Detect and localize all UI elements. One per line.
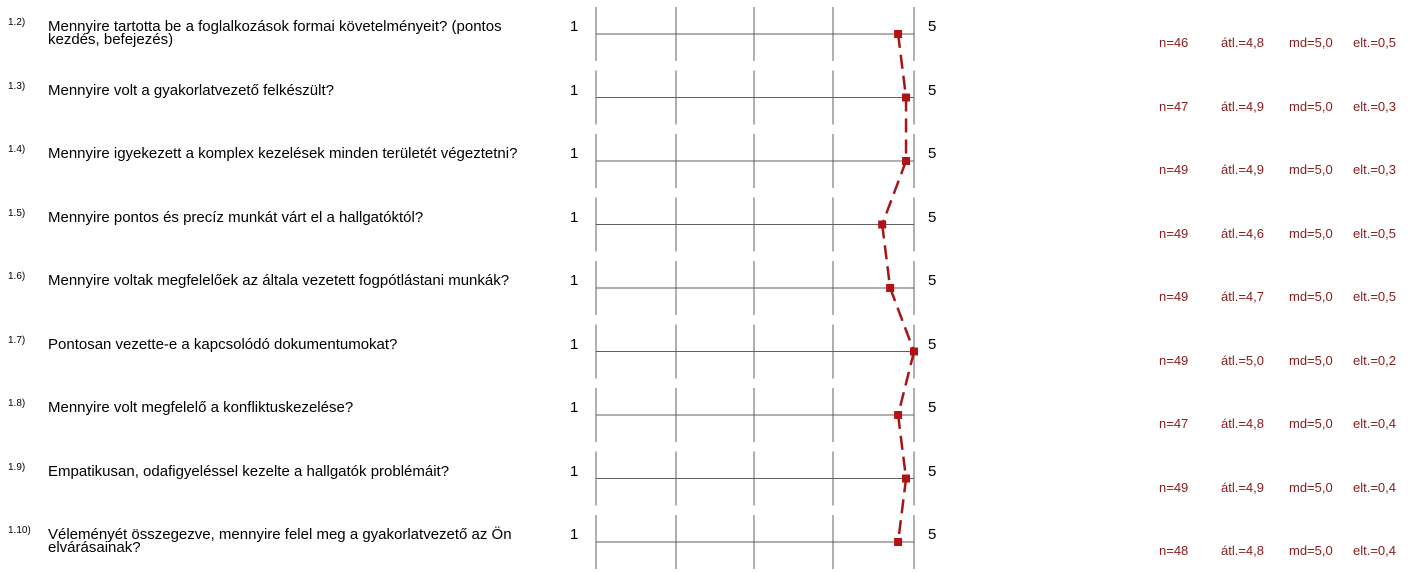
stat-n: n=49	[1159, 225, 1189, 241]
question-text: Empatikusan, odafigyeléssel kezelte a ha…	[48, 462, 450, 480]
stat-n: n=48	[1159, 543, 1189, 558]
question-number: 1.4)	[8, 144, 26, 155]
stat-sd: elt.=0,4	[1353, 543, 1397, 558]
stat-n: n=46	[1159, 35, 1189, 50]
stat-n: n=49	[1159, 289, 1189, 304]
question-number: 1.6)	[8, 271, 26, 282]
stat-sd: elt.=0,5	[1353, 35, 1397, 50]
scale-max-label: 5	[928, 208, 937, 226]
stat-median: md=5,0	[1289, 162, 1333, 177]
stat-mean: átl.=4,9	[1221, 479, 1265, 495]
scale-min-label: 1	[570, 272, 579, 289]
scale-min-label: 1	[570, 399, 579, 416]
scale-min-label: 1	[570, 462, 579, 480]
scale-max-label: 5	[928, 399, 937, 416]
mean-marker	[894, 30, 903, 38]
stat-median: md=5,0	[1289, 225, 1333, 241]
stat-sd: elt.=0,4	[1353, 416, 1397, 431]
question-text: Mennyire voltak megfelelőek az általa ve…	[48, 272, 510, 289]
stat-mean: átl.=4,9	[1221, 162, 1265, 177]
mean-marker	[902, 93, 911, 102]
scale-min-label: 1	[570, 145, 579, 162]
stat-median: md=5,0	[1289, 98, 1333, 114]
mean-marker	[902, 474, 911, 483]
question-number: 1.9)	[8, 461, 26, 473]
stat-sd: elt.=0,5	[1353, 289, 1397, 304]
scale-max-label: 5	[928, 526, 937, 543]
scale-max-label: 5	[928, 81, 937, 99]
stat-n: n=47	[1159, 98, 1189, 114]
mean-marker	[886, 284, 895, 292]
scale-max-label: 5	[928, 272, 937, 289]
question-number: 1.5)	[8, 207, 26, 219]
question-number: 1.10)	[8, 525, 31, 536]
stat-mean: átl.=4,6	[1221, 225, 1265, 241]
scale-min-label: 1	[570, 526, 579, 543]
stat-mean: átl.=4,7	[1221, 289, 1265, 304]
stat-median: md=5,0	[1289, 352, 1333, 368]
profile-line-segment	[896, 414, 908, 479]
profile-line-segment	[880, 224, 892, 289]
stat-n: n=49	[1159, 162, 1189, 177]
stat-median: md=5,0	[1289, 479, 1333, 495]
question-text: Mennyire igyekezett a komplex kezelések …	[48, 145, 518, 162]
question-text: Véleményét összegezve, mennyire felel me…	[48, 526, 512, 556]
stat-median: md=5,0	[1289, 35, 1333, 50]
profile-line-segment	[896, 33, 908, 98]
stat-median: md=5,0	[1289, 289, 1333, 304]
stat-sd: elt.=0,3	[1353, 98, 1397, 114]
stat-n: n=49	[1159, 479, 1189, 495]
question-text: Mennyire volt a gyakorlatvezető felkészü…	[48, 81, 334, 99]
stat-n: n=47	[1159, 416, 1189, 431]
stat-mean: átl.=4,9	[1221, 98, 1265, 114]
scale-max-label: 5	[928, 335, 937, 353]
mean-marker	[894, 411, 903, 419]
stat-mean: átl.=4,8	[1221, 416, 1265, 431]
stat-sd: elt.=0,3	[1353, 162, 1397, 177]
stat-median: md=5,0	[1289, 543, 1333, 558]
question-number: 1.7)	[8, 334, 26, 346]
stat-sd: elt.=0,5	[1353, 225, 1397, 241]
stat-mean: átl.=4,8	[1221, 543, 1265, 558]
scale-min-label: 1	[570, 81, 579, 99]
stat-median: md=5,0	[1289, 416, 1333, 431]
scale-min-label: 1	[570, 208, 579, 226]
profile-line-segment	[888, 287, 916, 352]
stat-mean: átl.=5,0	[1221, 352, 1265, 368]
mean-marker	[878, 220, 887, 229]
profile-line-segment	[896, 478, 908, 543]
scale-min-label: 1	[570, 335, 579, 353]
profile-line-segment	[896, 351, 916, 416]
scale-min-label: 1	[570, 18, 579, 35]
question-number: 1.2)	[8, 17, 26, 28]
question-text: Mennyire tartotta be a foglalkozások for…	[48, 18, 502, 48]
mean-marker	[894, 538, 903, 546]
scale-max-label: 5	[928, 462, 937, 480]
question-number: 1.8)	[8, 398, 26, 409]
stat-sd: elt.=0,4	[1353, 479, 1397, 495]
scale-max-label: 5	[928, 145, 937, 162]
question-text: Pontosan vezette-e a kapcsolódó dokument…	[48, 335, 398, 353]
scale-max-label: 5	[928, 18, 937, 35]
question-text: Mennyire volt megfelelő a konfliktuskeze…	[48, 399, 354, 416]
mean-marker	[910, 347, 918, 356]
profile-line-segment	[881, 160, 908, 225]
stat-n: n=49	[1159, 352, 1189, 368]
mean-marker	[902, 157, 911, 165]
question-text: Mennyire pontos és precíz munkát várt el…	[48, 208, 424, 226]
stat-mean: átl.=4,8	[1221, 35, 1265, 50]
question-number: 1.3)	[8, 80, 26, 92]
stat-sd: elt.=0,2	[1353, 352, 1397, 368]
